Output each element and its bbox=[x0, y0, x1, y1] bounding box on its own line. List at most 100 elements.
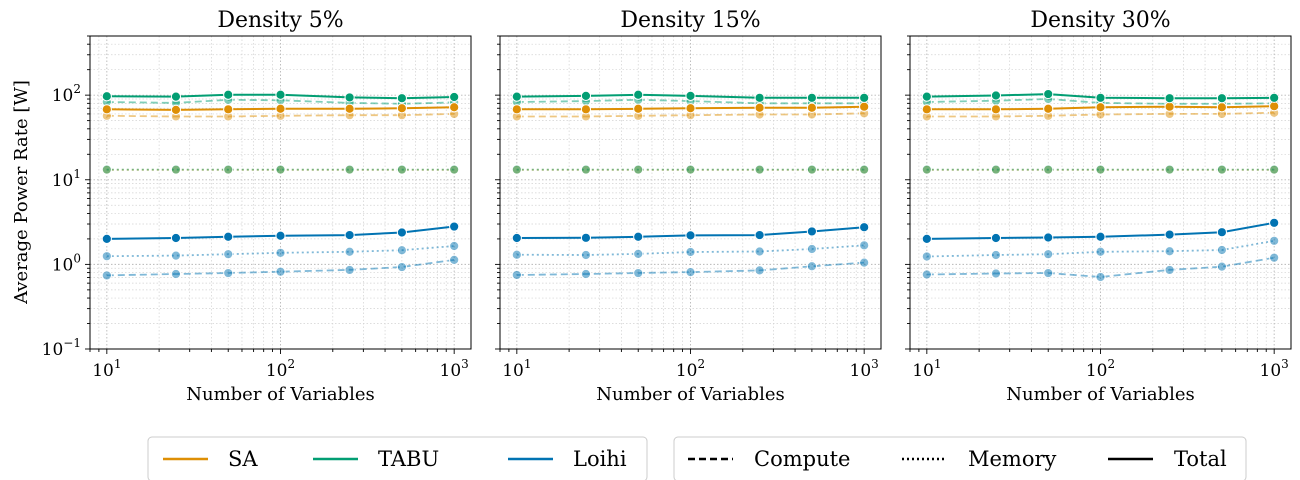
data-point bbox=[101, 270, 112, 281]
data-point bbox=[633, 164, 644, 175]
legend-label-compute: Compute bbox=[754, 447, 850, 471]
x-tick-label: 102 bbox=[1086, 357, 1115, 381]
data-point bbox=[633, 103, 644, 114]
data-point bbox=[1269, 92, 1280, 103]
data-point bbox=[921, 251, 932, 262]
y-tick-label-base: 10 bbox=[52, 86, 74, 106]
series-sa-total bbox=[511, 101, 870, 115]
x-axis-label: Number of Variables bbox=[596, 384, 784, 405]
y-tick-label: 10−1 bbox=[42, 336, 81, 360]
y-tick-label-base: 10 bbox=[52, 255, 74, 275]
data-point bbox=[101, 233, 112, 245]
data-point bbox=[344, 229, 355, 241]
data-point bbox=[1164, 164, 1175, 175]
data-point bbox=[449, 91, 460, 103]
y-tick-label-base: 10 bbox=[42, 340, 64, 360]
x-axis-label: Number of Variables bbox=[186, 384, 374, 405]
data-point bbox=[1164, 229, 1175, 240]
data-point bbox=[101, 91, 112, 102]
y-tick-label-base: 10 bbox=[52, 171, 74, 191]
y-tick-label: 102 bbox=[52, 82, 81, 106]
legend-label-memory: Memory bbox=[968, 447, 1057, 471]
data-point bbox=[170, 232, 182, 244]
x-tick-label-base: 10 bbox=[1086, 361, 1108, 381]
data-point bbox=[449, 254, 460, 265]
x-tick-label: 103 bbox=[1260, 357, 1289, 381]
series-tabu-total bbox=[511, 89, 870, 103]
series-sa-compute bbox=[921, 107, 1280, 122]
data-point bbox=[580, 268, 592, 280]
x-tick-label-base: 10 bbox=[850, 361, 872, 381]
data-point bbox=[754, 102, 765, 113]
data-point bbox=[344, 103, 355, 114]
series-tabu-memory bbox=[511, 164, 870, 175]
x-tick-label-exponent: 2 bbox=[698, 357, 706, 371]
data-point bbox=[101, 251, 112, 262]
x-tick-label-base: 10 bbox=[266, 361, 288, 381]
data-point bbox=[633, 248, 644, 260]
x-tick-label: 102 bbox=[266, 357, 295, 381]
series-tabu-memory bbox=[101, 164, 460, 175]
data-point bbox=[223, 249, 234, 260]
data-point bbox=[449, 102, 460, 113]
x-tick-label-base: 10 bbox=[440, 361, 462, 381]
x-tick-label: 103 bbox=[850, 357, 879, 381]
data-point bbox=[170, 268, 182, 280]
data-point bbox=[449, 164, 460, 175]
data-point bbox=[806, 261, 817, 272]
data-point bbox=[859, 101, 870, 112]
ticks bbox=[495, 35, 865, 354]
data-point bbox=[1216, 244, 1227, 256]
legend-label-loihi: Loihi bbox=[573, 447, 627, 471]
y-axis-label: Average Power Rate [W] bbox=[11, 80, 32, 305]
data-point bbox=[685, 164, 696, 175]
data-point bbox=[859, 240, 870, 251]
legend-label-total: Total bbox=[1174, 447, 1227, 471]
y-tick-label: 101 bbox=[52, 167, 81, 191]
data-point bbox=[1216, 93, 1227, 104]
data-point bbox=[449, 221, 460, 232]
series-sa-total bbox=[101, 102, 460, 115]
data-point bbox=[396, 245, 407, 256]
data-point bbox=[1043, 267, 1054, 279]
data-point bbox=[859, 92, 870, 103]
data-point bbox=[633, 89, 644, 100]
data-point bbox=[1164, 246, 1175, 257]
data-point bbox=[580, 104, 592, 115]
data-point bbox=[921, 164, 932, 175]
data-point bbox=[511, 104, 522, 115]
x-tick-label: 103 bbox=[440, 357, 469, 381]
x-tick-label-base: 10 bbox=[502, 361, 524, 381]
data-point bbox=[580, 90, 592, 101]
data-point bbox=[170, 91, 182, 102]
data-point bbox=[1043, 164, 1054, 175]
data-point bbox=[396, 164, 407, 175]
data-point bbox=[1269, 235, 1280, 246]
panel-title: Density 15% bbox=[620, 8, 760, 33]
gridlines bbox=[500, 36, 881, 349]
data-point bbox=[1095, 231, 1106, 242]
ticks bbox=[905, 35, 1275, 354]
data-point bbox=[1164, 93, 1175, 104]
data-point bbox=[1164, 264, 1175, 276]
legend-label-tabu: TABU bbox=[378, 447, 439, 471]
x-tick-label: 101 bbox=[92, 357, 121, 381]
data-point bbox=[275, 164, 286, 175]
data-point bbox=[1043, 88, 1054, 100]
series-loihi-memory bbox=[101, 240, 460, 262]
data-point bbox=[223, 231, 234, 242]
data-point bbox=[1043, 232, 1054, 243]
series-sa-total bbox=[921, 101, 1280, 115]
data-point bbox=[685, 90, 696, 101]
x-tick-label-base: 10 bbox=[912, 361, 934, 381]
data-point bbox=[633, 231, 644, 242]
data-point bbox=[806, 102, 817, 113]
data-point bbox=[859, 222, 870, 233]
data-point bbox=[511, 164, 522, 175]
data-point bbox=[1216, 261, 1227, 272]
data-point bbox=[754, 246, 765, 257]
